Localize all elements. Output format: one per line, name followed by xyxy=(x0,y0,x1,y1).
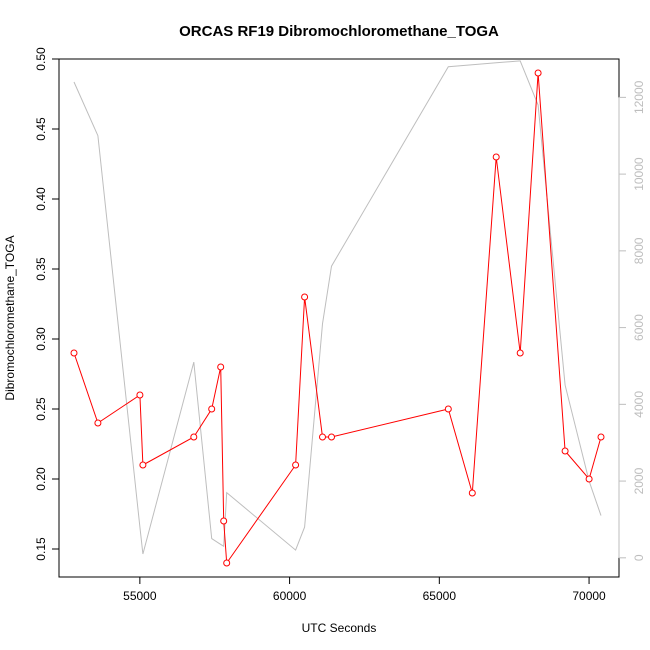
y-tick-label: 0.45 xyxy=(34,117,48,141)
data-point xyxy=(220,517,228,525)
y-tick-label: 0.35 xyxy=(34,257,48,281)
data-point xyxy=(534,69,542,77)
data-point xyxy=(70,349,78,357)
primary-series-layer xyxy=(70,69,605,567)
data-point xyxy=(190,433,198,441)
y2-tick-label: 4000 xyxy=(632,391,646,418)
data-point xyxy=(292,461,300,469)
x-axis-label: UTC Seconds xyxy=(302,621,377,635)
axes-layer: 55000 60000 65000 700000.150.200.250.300.35… xyxy=(34,47,646,603)
data-point xyxy=(468,489,476,497)
y2-tick-label: 6000 xyxy=(632,314,646,341)
data-point xyxy=(301,293,309,301)
y2-tick-label: 0 xyxy=(632,554,646,561)
data-point xyxy=(597,433,605,441)
data-point xyxy=(139,461,147,469)
y2-tick-label: 12000 xyxy=(632,80,646,114)
y-tick-label: 0.30 xyxy=(34,327,48,351)
y-tick-label: 0.15 xyxy=(34,537,48,561)
data-point xyxy=(217,363,225,371)
y-tick-label: 0.20 xyxy=(34,467,48,491)
data-point xyxy=(319,433,326,441)
secondary-series-line xyxy=(73,60,602,555)
data-point xyxy=(94,419,102,427)
data-point xyxy=(561,447,569,455)
y2-tick-label: 2000 xyxy=(632,467,646,494)
plot-frame xyxy=(58,58,620,578)
y2-tick-label: 10000 xyxy=(632,157,646,191)
data-point xyxy=(208,405,216,413)
x-tick-label: 55000 xyxy=(123,589,157,603)
data-point xyxy=(444,405,452,413)
data-point xyxy=(492,153,500,161)
data-point xyxy=(585,475,593,483)
y-tick-label: 0.40 xyxy=(34,187,48,211)
data-point xyxy=(223,559,231,567)
x-tick-label: 60000 xyxy=(273,589,307,603)
data-point xyxy=(328,433,335,441)
data-point xyxy=(516,349,524,357)
data-point xyxy=(136,391,144,399)
y2-tick-label: 8000 xyxy=(632,237,646,264)
y-axis-label: Dibromochloromethane_TOGA xyxy=(3,235,17,400)
chart-title: ORCAS RF19 Dibromochloromethane_TOGA xyxy=(179,23,499,40)
primary-series-line xyxy=(73,72,602,565)
x-tick-label: 70000 xyxy=(572,589,606,603)
secondary-series-layer xyxy=(73,60,602,555)
y-tick-label: 0.25 xyxy=(34,397,48,421)
y-tick-label: 0.50 xyxy=(34,47,48,71)
x-tick-label: 65000 xyxy=(423,589,457,603)
